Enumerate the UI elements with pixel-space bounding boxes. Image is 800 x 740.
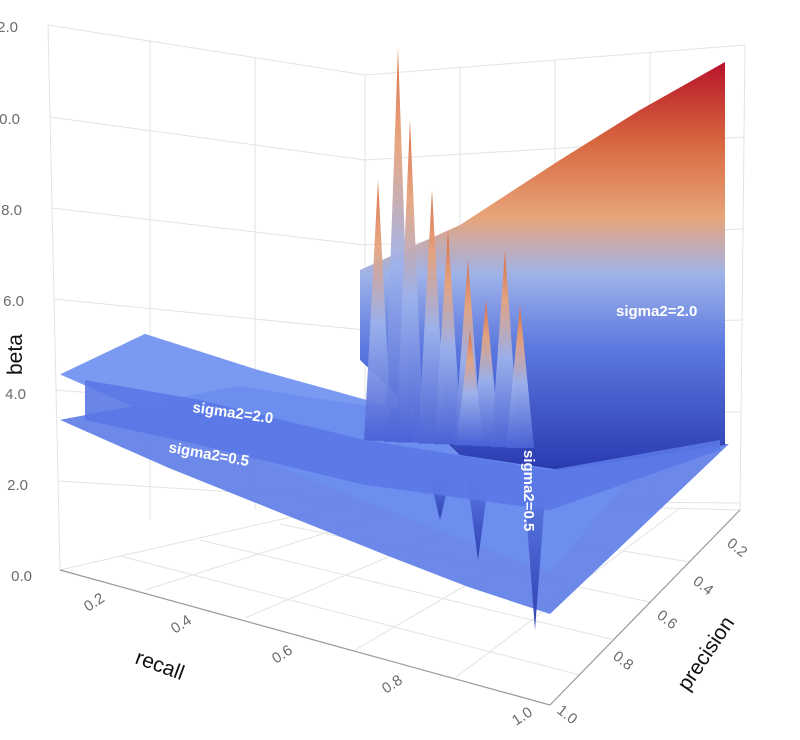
surface-spike xyxy=(456,330,484,446)
z-tick-label: 0.0 xyxy=(11,568,32,585)
surface-floor-sheet xyxy=(85,380,720,510)
surface-spike xyxy=(396,120,424,443)
y-tick-label: 1.0 xyxy=(554,702,581,728)
axis-lines xyxy=(59,509,741,706)
z-tick-label: 12.0 xyxy=(0,19,18,36)
surface-spike xyxy=(364,180,392,441)
y-tick-label: 0.4 xyxy=(690,573,717,599)
x-tick-label: 0.2 xyxy=(81,590,108,616)
x-tick-label: 0.8 xyxy=(379,672,406,698)
annotation-sigma2-0-5-spike: sigma2=0.5 xyxy=(520,450,537,531)
y-tick-label: 0.2 xyxy=(724,535,751,561)
surface-spike xyxy=(506,305,534,448)
z-axis-title: beta xyxy=(4,334,27,375)
y-axis-title: precision xyxy=(673,612,739,695)
z-tick-label: 4.0 xyxy=(5,386,26,403)
z-tick-label: 2.0 xyxy=(7,477,28,494)
z-tick-label: 6.0 xyxy=(3,293,24,310)
x-tick-label: 1.0 xyxy=(509,704,536,730)
x-axis-title: recall xyxy=(132,646,187,685)
surface-spike xyxy=(434,230,462,445)
z-tick-label: 10.0 xyxy=(0,111,20,128)
z-ticks: 0.0 2.0 4.0 6.0 8.0 10.0 12.0 xyxy=(0,19,32,585)
x-tick-label: 0.6 xyxy=(269,642,296,668)
surface-layers xyxy=(60,48,729,630)
surface-down-spike xyxy=(523,470,547,630)
x-tick-label: 0.4 xyxy=(168,612,195,638)
annotation-sigma2-2-0-right: sigma2=2.0 xyxy=(616,303,697,320)
y-tick-label: 0.8 xyxy=(610,648,637,674)
y-tick-label: 0.6 xyxy=(654,607,681,633)
z-tick-label: 8.0 xyxy=(1,202,22,219)
